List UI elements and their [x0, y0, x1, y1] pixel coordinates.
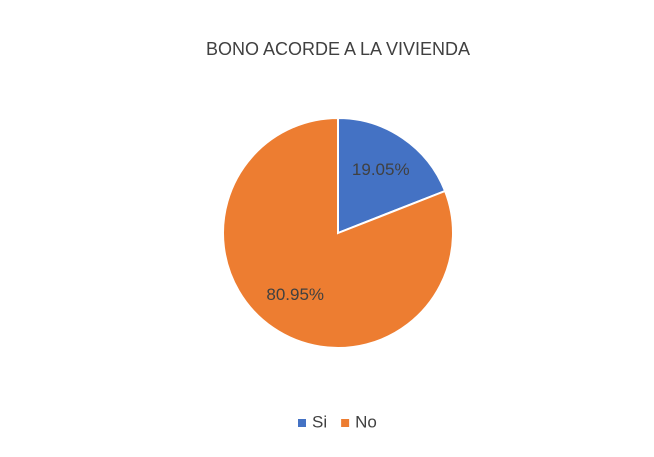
legend-label: Si: [312, 412, 327, 431]
legend-swatch: [341, 419, 350, 427]
chart-title: BONO ACORDE A LA VIVIENDA: [206, 39, 470, 59]
legend-label: No: [355, 412, 377, 431]
data-label: 80.95%: [266, 285, 324, 304]
pie-slice: [337, 116, 447, 235]
legend-swatch: [298, 419, 306, 427]
pie-slice: [222, 116, 454, 349]
data-label: 19.05%: [352, 160, 410, 179]
